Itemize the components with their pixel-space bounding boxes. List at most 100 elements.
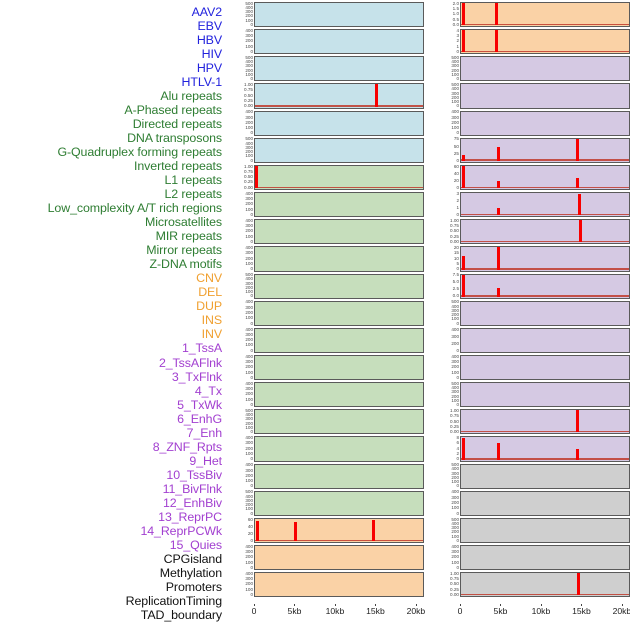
y-tick-label: 300 — [451, 63, 459, 69]
feature-bar — [496, 146, 500, 161]
panel-y-axis: 0.0 0.5 1.0 1.5 2.0 — [434, 1, 460, 27]
track-panel[interactable] — [254, 545, 424, 571]
track-panel[interactable] — [460, 110, 630, 136]
y-tick-label: 200 — [451, 364, 459, 370]
x-tick-mark — [254, 604, 255, 606]
track-panel[interactable] — [460, 56, 630, 82]
y-tick-label: 300 — [245, 467, 253, 473]
track-panel[interactable] — [254, 83, 424, 109]
track-panel[interactable] — [254, 354, 424, 381]
track-panel[interactable] — [254, 2, 424, 28]
track-panel[interactable] — [254, 192, 424, 218]
track-label: HPV — [196, 61, 222, 76]
y-tick-label: 200 — [245, 554, 253, 560]
track-panel[interactable] — [254, 436, 424, 462]
y-tick-label: 0.25 — [450, 423, 459, 429]
y-tick-label: 6 — [456, 440, 459, 446]
track-panel[interactable] — [460, 382, 630, 408]
track-panel[interactable] — [254, 572, 424, 598]
panel-y-axis: 0 20 40 60 — [228, 517, 254, 543]
y-tick-label: 200 — [245, 337, 253, 343]
track-panel[interactable] — [460, 463, 630, 489]
track-panel[interactable] — [254, 219, 424, 245]
track-panel[interactable] — [460, 137, 630, 163]
track-label: L2 repeats — [164, 187, 222, 202]
y-tick-label: 300 — [245, 497, 253, 503]
y-tick-label: 0.25 — [244, 98, 253, 104]
y-tick-label: 100 — [245, 315, 253, 321]
track-panel[interactable] — [254, 300, 424, 326]
panel-y-axis: 0 100 200 300 400 500 — [434, 463, 460, 489]
y-tick-label: 100 — [451, 125, 459, 131]
x-tick-label: 0 — [457, 606, 463, 616]
track-panel[interactable] — [460, 517, 630, 544]
y-tick-label: 400 — [245, 462, 253, 468]
y-tick-label: 200 — [451, 119, 459, 125]
track-panel[interactable] — [254, 273, 424, 299]
y-tick-label: 200 — [451, 393, 459, 399]
y-tick-label: 0 — [456, 374, 459, 380]
y-tick-label: 0.50 — [244, 174, 253, 180]
track-panel[interactable] — [254, 490, 424, 516]
y-tick-label: 200 — [245, 119, 253, 125]
panel-y-axis: 0 100 200 300 400 — [434, 354, 460, 380]
track-panel[interactable] — [460, 2, 630, 28]
y-tick-label: 400 — [245, 276, 253, 282]
y-tick-label: 500 — [245, 272, 253, 278]
track-panel[interactable] — [254, 164, 424, 191]
track-label: CNV — [196, 271, 222, 286]
track-panel[interactable] — [460, 83, 630, 109]
track-label: 1_TssA — [181, 341, 222, 356]
track-panel[interactable] — [254, 56, 424, 82]
panel-y-axis: 0 100 200 300 400 — [228, 544, 254, 570]
track-panel[interactable] — [254, 382, 424, 408]
track-panel[interactable] — [460, 246, 630, 272]
x-axis: 0 5kb 10kb 15kb 20kb — [252, 604, 425, 620]
y-tick-label: 3 — [456, 33, 459, 39]
track-panel[interactable] — [254, 463, 424, 489]
feature-bar — [496, 442, 500, 460]
track-panel[interactable] — [254, 110, 424, 136]
track-panel[interactable] — [460, 192, 630, 218]
track-panel[interactable] — [460, 436, 630, 462]
track-panel[interactable] — [460, 219, 630, 245]
track-panel[interactable] — [460, 545, 630, 571]
track-label: A-Phased repeats — [124, 103, 222, 118]
feature-bar — [496, 288, 500, 297]
y-tick-label: 400 — [245, 353, 253, 359]
panel-y-axis: 0 100 200 300 400 — [228, 191, 254, 217]
track-panel[interactable] — [460, 354, 630, 381]
y-tick-label: 100 — [245, 17, 253, 23]
track-panel[interactable] — [460, 273, 630, 299]
y-tick-label: 7.5 — [452, 272, 459, 278]
track-panel[interactable] — [254, 327, 424, 353]
track-panel[interactable] — [460, 409, 630, 435]
y-tick-label: 0 — [456, 510, 459, 516]
y-tick-label: 0 — [456, 211, 459, 217]
y-tick-label: 0 — [456, 130, 459, 136]
track-panel[interactable] — [254, 29, 424, 55]
panel-baseline — [461, 159, 629, 161]
feature-bar — [575, 177, 580, 189]
track-label: Low_complexity A/T rich regions — [47, 201, 222, 216]
y-tick-label: 300 — [245, 114, 253, 120]
track-panel[interactable] — [460, 164, 630, 191]
track-panel[interactable] — [254, 409, 424, 435]
track-label: Mirror repeats — [146, 243, 222, 258]
track-panel[interactable] — [254, 137, 424, 163]
track-panel[interactable] — [254, 517, 424, 544]
y-tick-label: 2 — [456, 450, 459, 456]
y-tick-label: 15 — [453, 250, 459, 256]
track-panel[interactable] — [460, 490, 630, 516]
track-panel[interactable] — [460, 572, 630, 598]
y-tick-label: 400 — [451, 466, 459, 472]
y-tick-label: 200 — [245, 228, 253, 234]
y-tick-label: 200 — [245, 391, 253, 397]
track-panel[interactable] — [460, 327, 630, 353]
track-panel[interactable] — [460, 300, 630, 326]
track-panel[interactable] — [460, 29, 630, 55]
track-panel[interactable] — [254, 246, 424, 272]
y-tick-label: 500 — [451, 299, 459, 305]
y-tick-label: 0.75 — [450, 223, 459, 229]
